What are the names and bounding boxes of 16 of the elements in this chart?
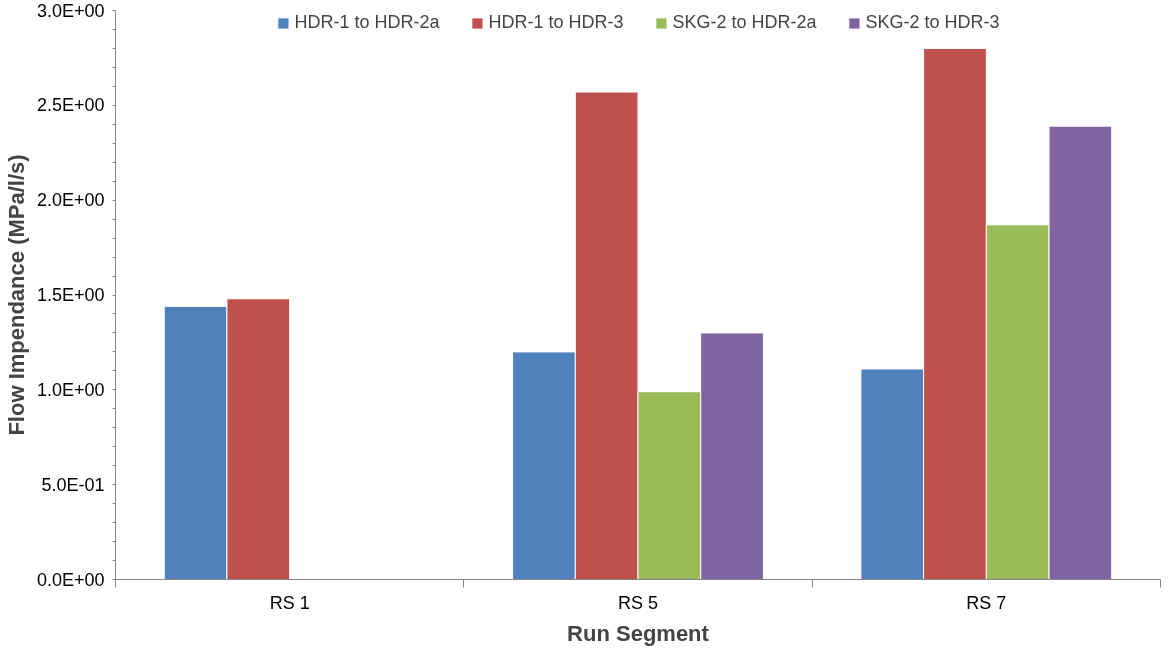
legend-label: SKG-2 to HDR-3 [865, 12, 1000, 33]
y-tick-label: 1.5E+00 [36, 285, 105, 305]
y-tick-label: 0.0E+00 [36, 569, 105, 590]
y-tick-label: 2.0E+00 [36, 190, 105, 211]
x-tick-label: RS 5 [617, 592, 659, 613]
x-axis-title: Run Segment [567, 620, 710, 646]
x-tick-label: RS 7 [966, 592, 1007, 613]
y-axis-title: Flow Impendance (MPa/l/s) [3, 154, 29, 436]
legend-label: SKG-2 to HDR-2a [672, 12, 817, 33]
x-tick-label: RS 1 [269, 592, 310, 613]
y-tick-label: 2.5E+00 [36, 95, 105, 116]
y-tick-label: 1.0E+00 [36, 379, 105, 400]
y-tick-label: 5.0E-01 [41, 474, 105, 495]
y-tick-label: 3.0E+00 [36, 0, 105, 21]
legend-label: HDR-1 to HDR-2a [294, 12, 440, 33]
legend-label: HDR-1 to HDR-3 [488, 12, 624, 33]
